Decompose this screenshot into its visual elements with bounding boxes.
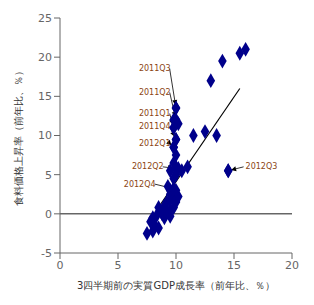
svg-text:2012Q3: 2012Q3 [246, 162, 278, 171]
svg-text:2011Q4: 2011Q4 [139, 122, 171, 131]
svg-text:食料価格上昇率（前年比、％）: 食料価格上昇率（前年比、％） [13, 66, 24, 206]
svg-text:0: 0 [45, 208, 52, 221]
svg-text:3四半期前の実質GDP成長率（前年比、％）: 3四半期前の実質GDP成長率（前年比、％） [77, 280, 275, 291]
svg-text:10: 10 [169, 259, 183, 272]
svg-text:-5: -5 [41, 247, 52, 260]
svg-text:10: 10 [38, 129, 52, 142]
svg-text:2012Q1: 2012Q1 [139, 139, 171, 148]
svg-text:2011Q2: 2011Q2 [139, 88, 171, 97]
svg-text:15: 15 [38, 90, 52, 103]
svg-text:0: 0 [57, 259, 64, 272]
svg-text:2012Q2: 2012Q2 [132, 162, 164, 171]
svg-text:2012Q4: 2012Q4 [124, 180, 156, 189]
svg-text:5: 5 [45, 169, 52, 182]
svg-text:2011Q1: 2011Q1 [139, 109, 171, 118]
svg-text:15: 15 [227, 259, 241, 272]
svg-text:5: 5 [115, 259, 122, 272]
svg-text:25: 25 [38, 12, 52, 25]
svg-text:20: 20 [38, 51, 52, 64]
svg-text:2011Q3: 2011Q3 [139, 64, 171, 73]
svg-text:20: 20 [285, 259, 299, 272]
